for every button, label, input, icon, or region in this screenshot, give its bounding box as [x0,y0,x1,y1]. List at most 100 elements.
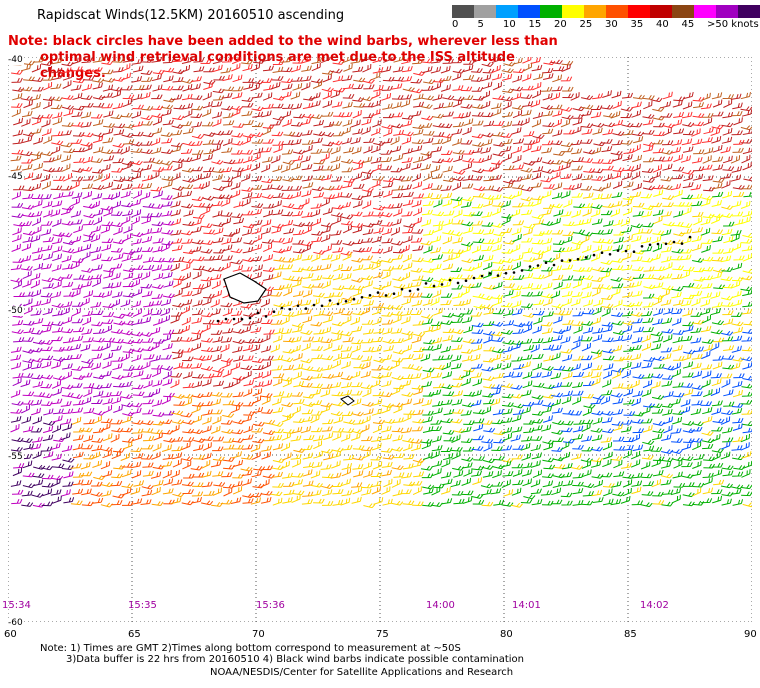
wind-barb [263,329,275,335]
wind-barb [152,69,165,75]
wind-barb [490,174,502,181]
wind-barb [531,394,544,400]
wind-barb [621,226,633,234]
wind-barb [362,328,374,335]
wind-barb [442,199,453,207]
wind-barb [462,338,475,344]
wind-barb [310,321,323,327]
wind-barb [151,284,164,290]
wind-barb [192,265,205,271]
wind-barb [641,246,653,252]
wind-barb [282,472,293,479]
wind-barb [471,147,483,154]
wind-barb [570,464,583,470]
wind-barb [500,302,513,308]
wind-barb [522,478,532,487]
wind-barb [390,123,404,129]
wind-barb [13,185,25,191]
wind-barb [131,76,143,83]
wind-barb [600,436,612,443]
wind-barb [692,166,705,172]
wind-barb [70,197,80,207]
wind-barb [72,78,85,84]
wind-barb [371,486,381,495]
wind-barb [102,181,114,190]
wind-barb [232,123,245,128]
wind-barb [742,421,752,427]
wind-barb [611,139,623,146]
wind-barb [80,344,91,352]
wind-barb [672,265,684,271]
wind-barb [512,468,523,477]
colorbar-swatch [562,5,584,18]
wind-barb [150,327,161,335]
wind-barb [311,275,323,281]
wind-barb [411,299,423,307]
wind-barb [11,203,24,208]
wind-barb [231,149,243,155]
wind-barb [431,435,442,443]
wind-barb [72,472,85,478]
wind-barb [101,470,113,478]
wind-barb [71,121,84,127]
wind-barb [191,239,204,245]
wind-barb [532,310,545,316]
wind-barb [511,426,523,433]
wind-barb [291,472,304,478]
wind-barb [452,236,463,244]
wind-barb [201,206,211,216]
wind-barb [673,111,685,118]
wind-barb [362,228,374,236]
wind-barb [122,210,134,217]
wind-barb [390,227,400,236]
wind-barb [351,146,362,155]
colorbar-label: 30 [605,19,618,30]
wind-barb [533,316,543,325]
wind-barb [161,149,174,155]
wind-barb [192,256,205,262]
wind-barb [530,344,540,353]
wind-barb [341,167,354,173]
wind-barb [483,284,496,290]
wind-barb [151,309,163,316]
wind-barb [82,362,94,369]
wind-barb [273,391,285,398]
wind-barb [632,136,644,144]
wind-barb [92,82,104,90]
wind-barb [330,176,343,182]
wind-barb [143,354,155,360]
wind-barb [631,256,643,262]
wind-barb [612,131,625,137]
wind-barb [32,57,45,63]
wind-barb [342,428,355,433]
wind-barb [511,356,523,362]
wind-barb [721,302,734,307]
wind-barb [732,191,745,198]
wind-barb [31,436,43,443]
wind-barb [221,237,232,245]
wind-barb [82,75,95,81]
wind-barb [712,235,723,243]
wind-barb [192,472,205,478]
wind-barb [140,283,153,289]
wind-barb [723,345,735,351]
wind-barb [451,344,463,351]
wind-barb [91,353,103,360]
wind-barb [261,57,273,62]
wind-barb [431,146,443,153]
wind-barb [180,325,190,334]
wind-barb [273,285,285,290]
wind-barb [222,483,235,489]
wind-barb [481,132,494,138]
wind-barb [72,434,84,441]
wind-barb [402,147,413,155]
wind-barb [170,209,181,217]
wind-barb [420,240,433,246]
wind-barb [691,243,702,252]
wind-barb [660,176,673,182]
wind-barb [212,446,224,452]
wind-barb [31,374,44,380]
wind-barb [151,364,163,370]
wind-barb [532,250,545,256]
wind-barb [432,400,444,407]
